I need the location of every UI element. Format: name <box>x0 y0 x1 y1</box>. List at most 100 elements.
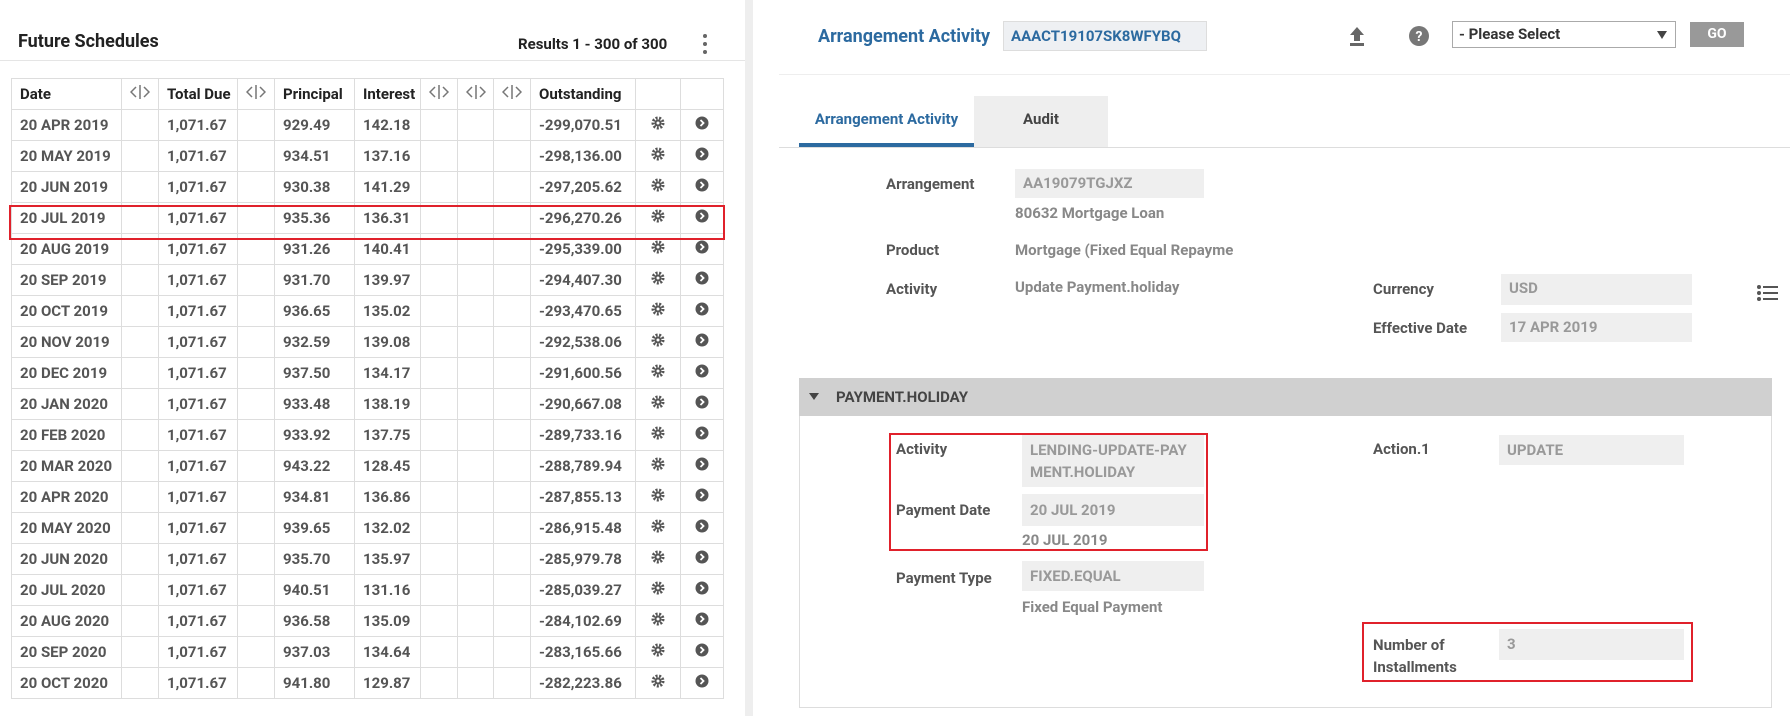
cell: 931.70 <box>274 264 355 296</box>
activity-id: AAACT19107SK8WFYBQ <box>1003 21 1207 51</box>
empty-cell <box>457 357 494 389</box>
empty-cell <box>457 636 494 668</box>
schedule-row[interactable]: 20 DEC 2019 1,071.67 937.50 134.17 -291,600.… <box>11 357 724 389</box>
schedule-row[interactable]: 20 NOV 2019 1,071.67 932.59 139.08 -292,538.… <box>11 326 724 358</box>
split-icon[interactable] <box>129 84 151 100</box>
gear-icon[interactable] <box>651 147 665 161</box>
go-button[interactable]: GO <box>1690 22 1744 47</box>
tab[interactable]: Audit <box>974 96 1108 147</box>
gear-icon[interactable] <box>651 209 665 223</box>
arrow-icon[interactable] <box>695 364 709 378</box>
arrow-icon[interactable] <box>695 426 709 440</box>
column-header[interactable]: Date <box>11 78 122 110</box>
gear-icon[interactable] <box>651 457 665 471</box>
arrow-icon[interactable] <box>695 612 709 626</box>
schedule-row[interactable]: 20 APR 2019 1,071.67 929.49 142.18 -299,070.… <box>11 109 724 141</box>
cell: 128.45 <box>354 450 421 482</box>
arrow-icon[interactable] <box>695 209 709 223</box>
schedule-row[interactable]: 20 SEP 2019 1,071.67 931.70 139.97 -294,407.… <box>11 264 724 296</box>
arrow-icon[interactable] <box>695 147 709 161</box>
gear-icon[interactable] <box>651 550 665 564</box>
schedule-row[interactable]: 20 MAY 2019 1,071.67 934.51 137.16 -298,136.… <box>11 140 724 172</box>
schedule-row[interactable]: 20 FEB 2020 1,071.67 933.92 137.75 -289,733.… <box>11 419 724 451</box>
schedule-row[interactable]: 20 MAR 2020 1,071.67 943.22 128.45 -288,789.… <box>11 450 724 482</box>
gear-icon[interactable] <box>651 395 665 409</box>
cell: 20 MAR 2020 <box>11 450 122 482</box>
schedule-row[interactable]: 20 JAN 2020 1,071.67 933.48 138.19 -290,667.… <box>11 388 724 420</box>
icon-cell <box>680 574 724 606</box>
cell: 1,071.67 <box>158 543 238 575</box>
more-menu[interactable] <box>700 33 710 55</box>
gear-icon[interactable] <box>651 333 665 347</box>
gear-icon[interactable] <box>651 364 665 378</box>
column-header[interactable]: Outstanding <box>530 78 636 110</box>
icon-cell <box>635 481 681 513</box>
arrow-icon[interactable] <box>695 271 709 285</box>
column-header[interactable]: Total Due <box>158 78 238 110</box>
gear-icon[interactable] <box>651 240 665 254</box>
gear-icon[interactable] <box>651 302 665 316</box>
empty-cell <box>457 419 494 451</box>
empty-cell <box>121 605 159 637</box>
arrow-icon[interactable] <box>695 178 709 192</box>
schedule-row[interactable]: 20 MAY 2020 1,071.67 939.65 132.02 -286,915.… <box>11 512 724 544</box>
schedule-row[interactable]: 20 AUG 2020 1,071.67 936.58 135.09 -284,102.… <box>11 605 724 637</box>
gear-icon[interactable] <box>651 426 665 440</box>
icon-cell <box>680 171 724 203</box>
schedule-row[interactable]: 20 JUL 2019 1,071.67 935.36 136.31 -296,270.… <box>11 202 724 234</box>
section-header[interactable] <box>799 378 1772 416</box>
split-icon[interactable] <box>428 84 450 100</box>
split-icon[interactable] <box>245 84 267 100</box>
schedule-row[interactable]: 20 JUL 2020 1,071.67 940.51 131.16 -285,039.… <box>11 574 724 606</box>
icon-cell <box>635 264 681 296</box>
split-icon[interactable] <box>465 84 487 100</box>
empty-cell <box>493 543 531 575</box>
arrow-icon[interactable] <box>695 457 709 471</box>
icon-cell <box>635 605 681 637</box>
arrow-icon[interactable] <box>695 116 709 130</box>
gear-icon[interactable] <box>651 488 665 502</box>
schedule-row[interactable]: 20 SEP 2020 1,071.67 937.03 134.64 -283,165.… <box>11 636 724 668</box>
cell: -288,789.94 <box>530 450 636 482</box>
arrow-icon[interactable] <box>695 488 709 502</box>
schedule-row[interactable]: 20 OCT 2019 1,071.67 936.65 135.02 -293,470.… <box>11 295 724 327</box>
arrow-icon[interactable] <box>695 302 709 316</box>
select[interactable]: - Please Select <box>1452 21 1676 48</box>
split-icon[interactable] <box>501 84 523 100</box>
gear-icon[interactable] <box>651 178 665 192</box>
gear-icon[interactable] <box>651 271 665 285</box>
icon-cell <box>680 667 724 699</box>
empty-cell <box>420 605 458 637</box>
gear-icon[interactable] <box>651 116 665 130</box>
field-value: Mortgage (Fixed Equal Repayme <box>1015 241 1234 259</box>
arrow-icon[interactable] <box>695 240 709 254</box>
help-icon[interactable]: ? <box>1408 25 1430 47</box>
schedule-row[interactable]: 20 JUN 2019 1,071.67 930.38 141.29 -297,205.… <box>11 171 724 203</box>
gear-icon[interactable] <box>651 612 665 626</box>
arrow-icon[interactable] <box>695 550 709 564</box>
cell: 141.29 <box>354 171 421 203</box>
icon-cell <box>635 140 681 172</box>
schedule-row[interactable]: 20 OCT 2020 1,071.67 941.80 129.87 -282,223.… <box>11 667 724 699</box>
schedule-row[interactable]: 20 APR 2020 1,071.67 934.81 136.86 -287,855.… <box>11 481 724 513</box>
arrow-icon[interactable] <box>695 519 709 533</box>
cell: 943.22 <box>274 450 355 482</box>
gear-icon[interactable] <box>651 674 665 688</box>
empty-cell <box>420 140 458 172</box>
arrow-icon[interactable] <box>695 333 709 347</box>
gear-icon[interactable] <box>651 643 665 657</box>
arrow-icon[interactable] <box>695 674 709 688</box>
cell: -292,538.06 <box>530 326 636 358</box>
upload-icon[interactable] <box>1347 25 1367 47</box>
column-header[interactable]: Interest <box>354 78 421 110</box>
arrow-icon[interactable] <box>695 581 709 595</box>
field-label: Payment Date <box>896 501 991 519</box>
tab[interactable]: Arrangement Activity <box>799 96 974 147</box>
gear-icon[interactable] <box>651 581 665 595</box>
column-header[interactable]: Principal <box>274 78 355 110</box>
list-icon[interactable] <box>1757 284 1779 302</box>
arrow-icon[interactable] <box>695 395 709 409</box>
gear-icon[interactable] <box>651 519 665 533</box>
arrow-icon[interactable] <box>695 643 709 657</box>
schedule-row[interactable]: 20 JUN 2020 1,071.67 935.70 135.97 -285,979.… <box>11 543 724 575</box>
